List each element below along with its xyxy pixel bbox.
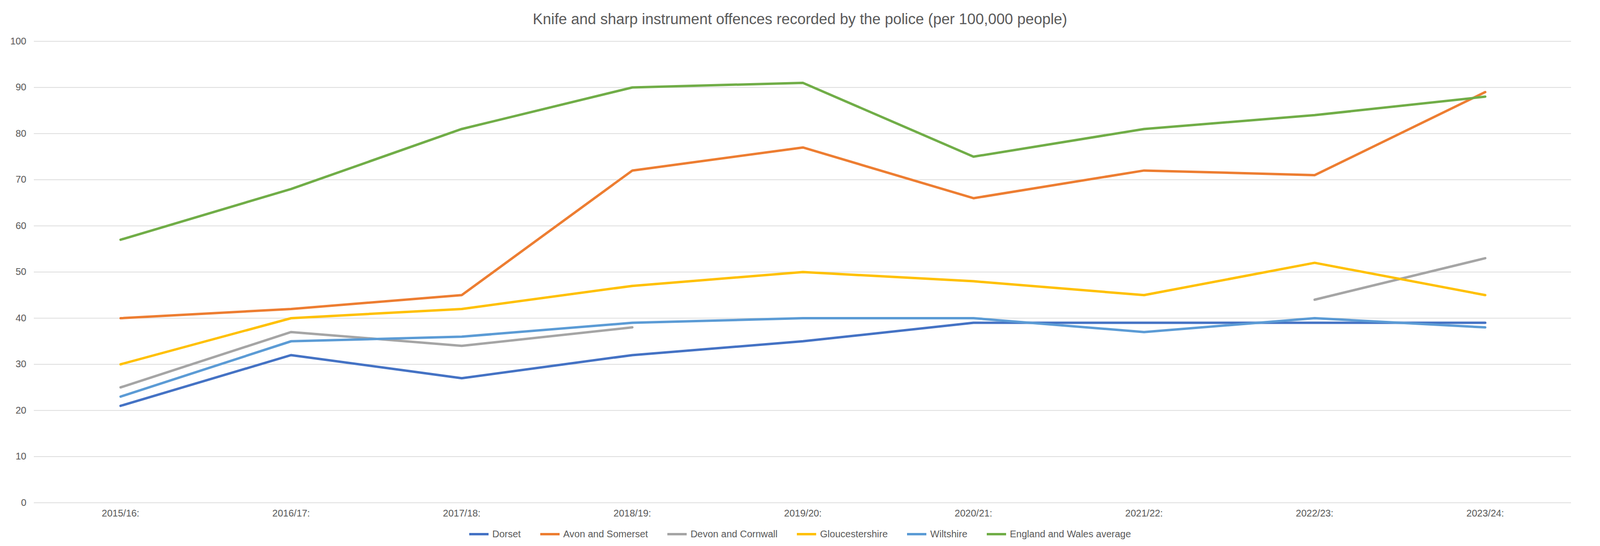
svg-text:2019/20:: 2019/20: bbox=[784, 507, 822, 519]
svg-text:90: 90 bbox=[15, 81, 27, 93]
svg-text:0: 0 bbox=[20, 497, 27, 508]
svg-text:10: 10 bbox=[15, 450, 27, 462]
html-text:England and Wales average: England and Wales average bbox=[1009, 528, 1131, 540]
html-text:Avon and Somerset: Avon and Somerset bbox=[563, 528, 648, 540]
svg-text:70: 70 bbox=[15, 173, 27, 185]
svg-text:2018/19:: 2018/19: bbox=[613, 507, 652, 519]
html-text:Dorset: Dorset bbox=[492, 528, 521, 540]
svg-text:2022/23:: 2022/23: bbox=[1296, 507, 1334, 519]
svg-text:20: 20 bbox=[15, 404, 27, 416]
html-text:Wiltshire: Wiltshire bbox=[930, 528, 968, 540]
svg-text:30: 30 bbox=[15, 358, 27, 370]
svg-text:50: 50 bbox=[15, 266, 27, 277]
svg-text:100: 100 bbox=[10, 35, 27, 47]
svg-text:40: 40 bbox=[15, 312, 27, 324]
html-text:Devon and Cornwall: Devon and Cornwall bbox=[690, 528, 778, 540]
svg-text:2023/24:: 2023/24: bbox=[1466, 507, 1505, 519]
svg-text:2015/16:: 2015/16: bbox=[101, 507, 140, 519]
svg-text:2021/22:: 2021/22: bbox=[1125, 507, 1164, 519]
svg-text:2016/17:: 2016/17: bbox=[272, 507, 311, 519]
svg-text:60: 60 bbox=[15, 220, 27, 231]
html-text:Gloucestershire: Gloucestershire bbox=[820, 528, 888, 540]
svg-text:80: 80 bbox=[15, 128, 27, 139]
html-text:Knife and sharp instrument off: Knife and sharp instrument offences reco… bbox=[532, 10, 1068, 28]
svg-text:2020/21:: 2020/21: bbox=[954, 507, 993, 519]
svg-text:2017/18:: 2017/18: bbox=[443, 507, 481, 519]
